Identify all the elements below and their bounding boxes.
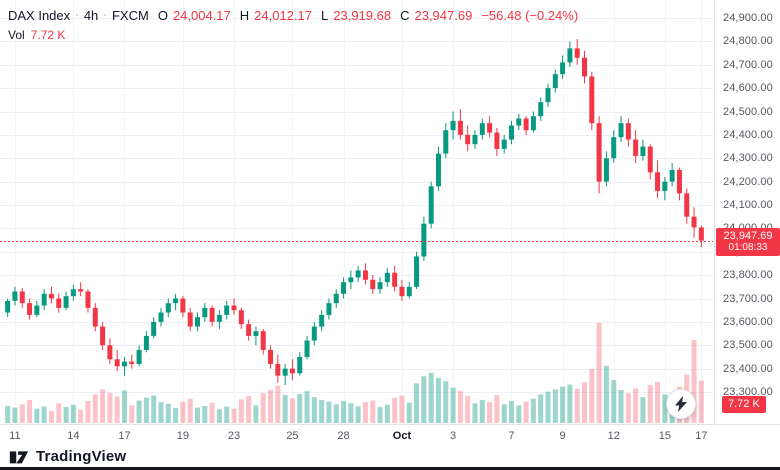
volume-axis-label: 7.72 K <box>722 396 766 413</box>
time-tick-label: 12 <box>607 430 620 442</box>
price-tick-label: 24,900.00 <box>723 12 773 24</box>
time-tick-label: 28 <box>337 430 350 442</box>
time-tick-label: 17 <box>118 430 131 442</box>
time-tick-label: 7 <box>508 430 515 442</box>
open-value: 24,004.17 <box>172 7 231 23</box>
time-tick-label: 15 <box>658 430 671 442</box>
change-value: −56.48 (−0.24%) <box>481 7 579 23</box>
last-price-value: 23,947.69 <box>723 229 773 242</box>
low-letter: L <box>321 7 329 23</box>
legend-separator: · <box>103 9 107 21</box>
bar-countdown: 01:08:33 <box>728 241 768 253</box>
time-axis[interactable]: 11 14 17 19 23 25 28 Oct 3 7 9 12 15 17 <box>0 424 780 446</box>
quick-trade-button[interactable] <box>666 389 696 419</box>
price-tick-label: 24,400.00 <box>723 128 773 141</box>
high-value: 24,012.17 <box>254 7 313 23</box>
price-tick-label: 24,200.00 <box>723 175 773 188</box>
time-tick-label: 3 <box>450 430 457 442</box>
price-tick-label: 23,400.00 <box>723 362 773 375</box>
open-letter: O <box>157 7 168 23</box>
volume-legend-value: 7.72 K <box>30 28 66 42</box>
price-tick-label: 24,500.00 <box>723 105 773 118</box>
price-tick-label: 23,700.00 <box>723 292 773 305</box>
price-tick-label: 23,600.00 <box>723 315 773 328</box>
window-bottom-edge <box>0 467 780 470</box>
time-tick-label: 25 <box>286 430 299 442</box>
tradingview-logo-icon <box>9 451 29 464</box>
time-tick-label: Oct <box>392 430 412 442</box>
low-value: 23,919.68 <box>333 7 392 23</box>
time-tick-label: 19 <box>176 430 190 442</box>
last-price-label: 23,947.69 01:08:33 <box>716 227 780 256</box>
candlestick-chart[interactable] <box>0 0 713 424</box>
price-tick-label: 24,700.00 <box>723 58 773 71</box>
time-tick-label: 11 <box>9 430 21 442</box>
chart-legend: DAX Index · 4h · FXCM O 24,004.17 H 24,0… <box>8 6 578 43</box>
time-tick-label: 23 <box>227 430 241 442</box>
price-tick-label: 23,500.00 <box>723 339 773 352</box>
price-tick-label: 24,800.00 <box>723 35 773 48</box>
tradingview-logo[interactable]: TradingView <box>8 445 126 467</box>
time-tick-label: 14 <box>67 430 80 442</box>
lightning-icon <box>675 396 687 412</box>
price-tick-label: 24,100.00 <box>723 199 773 211</box>
time-tick-label: 17 <box>695 430 708 442</box>
interval-label[interactable]: 4h <box>83 7 99 23</box>
brand-name: TradingView <box>36 447 127 465</box>
price-tick-label: 24,600.00 <box>723 82 773 95</box>
time-tick-label: 9 <box>559 430 566 442</box>
price-tick-label: 23,800.00 <box>723 269 773 282</box>
legend-separator: · <box>75 9 79 21</box>
price-axis[interactable]: 23,947.69 01:08:33 7.72 K 24,900.00 24,80… <box>714 0 780 424</box>
high-letter: H <box>239 7 250 23</box>
chart-area: DAX Index · 4h · FXCM O 24,004.17 H 24,0… <box>0 0 713 424</box>
price-tick-label: 24,300.00 <box>723 152 773 165</box>
symbol-title[interactable]: DAX Index <box>8 7 71 23</box>
exchange-label: FXCM <box>111 7 149 23</box>
price-tick-label: 23,300.00 <box>723 386 773 398</box>
close-letter: C <box>400 7 410 23</box>
close-value: 23,947.69 <box>414 7 473 23</box>
volume-legend-label[interactable]: Vol <box>8 28 25 42</box>
